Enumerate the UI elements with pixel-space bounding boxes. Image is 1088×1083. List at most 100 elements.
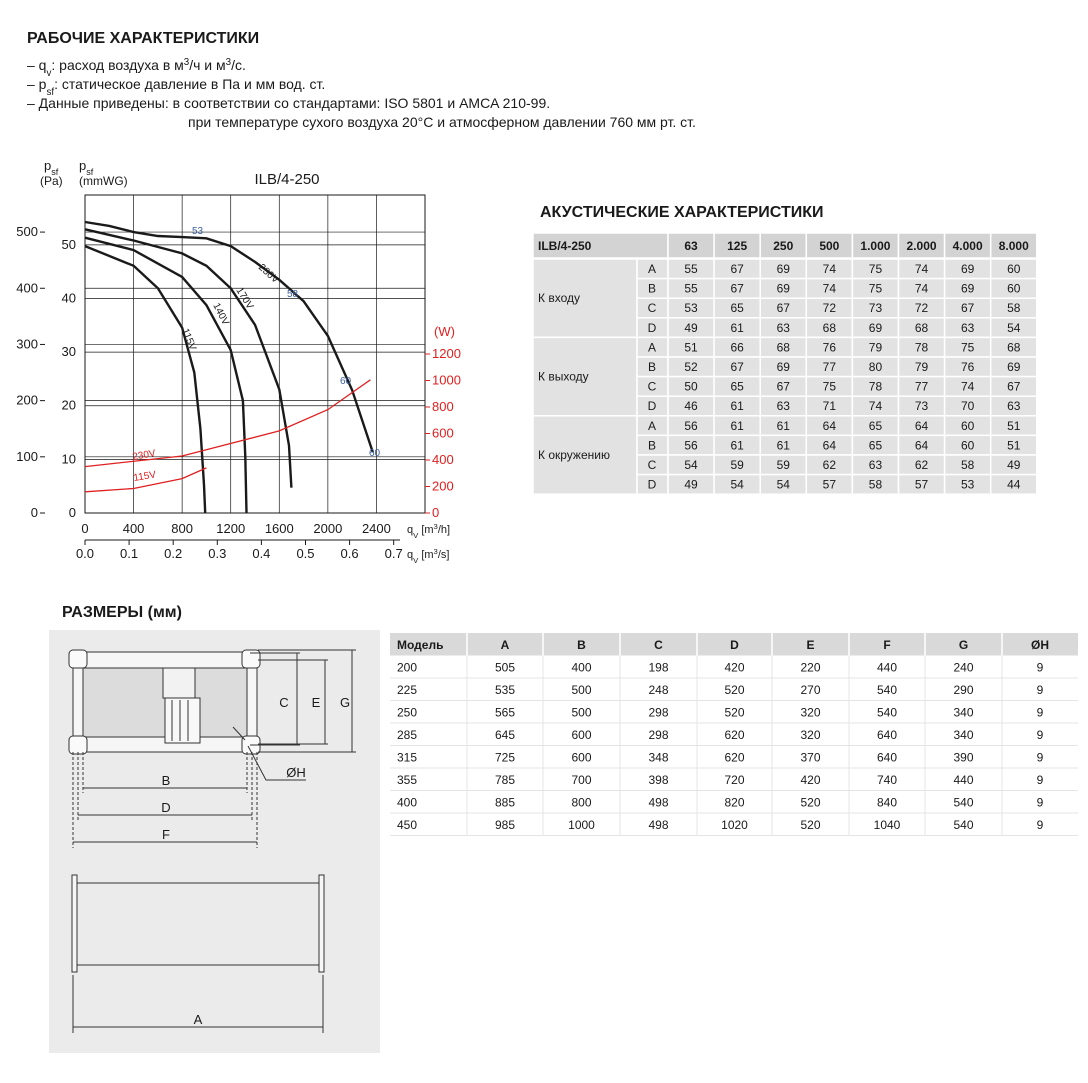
table-value: 340	[953, 706, 973, 720]
table-value: 9	[1037, 751, 1044, 765]
curve	[84, 236, 248, 514]
section-title: РАБОЧИЕ ХАРАКТЕРИСТИКИ	[27, 30, 259, 47]
table-value: 63	[777, 399, 791, 413]
annotation: 60	[369, 448, 381, 459]
table-value: 67	[777, 301, 791, 315]
text-run: /ч и м	[189, 57, 225, 73]
table-value: 46	[684, 399, 698, 413]
text-run: p	[44, 158, 51, 173]
y2-axis-label: (W)	[434, 324, 455, 339]
table-value: 54	[730, 478, 744, 492]
table-value: 64	[915, 419, 929, 433]
table-value: 70	[961, 399, 975, 413]
table-value: 620	[724, 728, 744, 742]
x2-tick-label: 0.5	[296, 546, 314, 561]
x2-tick-label: 0.6	[341, 546, 359, 561]
text-run: sf	[46, 87, 54, 98]
x-axis-label: qV [m3/h]	[407, 522, 450, 540]
table-header-row	[390, 633, 1078, 656]
dimensions-table: Модель A B C D E F G ØH 200 505 400 198 420 220 440 240 9…	[390, 633, 1078, 836]
dimension-label: ØH	[286, 765, 306, 780]
note-line: – qv: расход воздуха в м3/ч и м3/с.	[27, 57, 246, 79]
table-value: 320	[800, 706, 820, 720]
table-header: 500	[819, 239, 839, 253]
table-value: 63	[1007, 399, 1021, 413]
table-value: 840	[877, 796, 897, 810]
table-value: 520	[724, 683, 744, 697]
note-line: при температуре сухого воздуха 20°C и ат…	[188, 114, 696, 130]
table-value: 74	[869, 399, 883, 413]
table-value: 55	[684, 262, 698, 276]
table-value: 63	[869, 458, 883, 472]
table-header: F	[883, 638, 890, 652]
table-value: 725	[495, 751, 515, 765]
table-value: 68	[777, 340, 791, 354]
table-cell	[532, 336, 638, 417]
table-value: 320	[800, 728, 820, 742]
text-run: q	[407, 524, 413, 536]
table-value: 540	[877, 683, 897, 697]
table-value: 79	[869, 340, 883, 354]
table-cell	[532, 415, 638, 495]
table-value: 55	[684, 282, 698, 296]
table-value: 61	[777, 419, 791, 433]
dimension-label: E	[312, 695, 321, 710]
dimension-diagram	[49, 630, 380, 1053]
table-value: 58	[1007, 301, 1021, 315]
table-value: 77	[915, 380, 929, 394]
table-header: 8.000	[999, 239, 1029, 253]
table-value: 57	[915, 478, 929, 492]
table-value: 75	[961, 340, 975, 354]
y-tick-label: 0	[31, 505, 38, 520]
table-value: 74	[915, 262, 929, 276]
text-run: – q	[27, 57, 46, 73]
table-value: 498	[648, 818, 668, 832]
x-tick-label: 1600	[265, 521, 294, 536]
table-header: ØH	[1031, 638, 1049, 652]
table-value: 80	[869, 360, 883, 374]
text-run: 3	[434, 522, 438, 531]
text-run: q	[407, 549, 413, 561]
text-run: sf	[86, 167, 94, 177]
y3-tick-label: 10	[62, 451, 76, 466]
x-tick-label: 1200	[216, 521, 245, 536]
table-value: 450	[397, 818, 417, 832]
table-value: 51	[1007, 438, 1021, 452]
table-header: 125	[727, 239, 747, 253]
dimension-label: G	[340, 695, 350, 710]
text-run: V	[413, 531, 419, 540]
y2-tick-label: 400	[432, 452, 454, 467]
table-value: 72	[823, 301, 837, 315]
table-value: 76	[961, 360, 975, 374]
y3-tick-label: 20	[62, 398, 76, 413]
table-value: 298	[648, 706, 668, 720]
table-value: 75	[869, 282, 883, 296]
row-key: C	[648, 458, 657, 472]
y2-tick-label: 600	[432, 426, 454, 441]
row-key: B	[648, 360, 656, 374]
series-label: 230V	[132, 448, 157, 463]
note-line: – Данные приведены: в соответствии со ст…	[27, 95, 550, 111]
table-value: 1020	[721, 818, 748, 832]
table-value: 58	[869, 478, 883, 492]
x2-tick-label: 0.3	[208, 546, 226, 561]
table-value: 640	[877, 728, 897, 742]
text-run: 3	[226, 57, 232, 68]
table-value: 220	[800, 661, 820, 675]
x2-axis-label: qV [m3/s]	[407, 547, 449, 565]
annotation: 53	[192, 226, 204, 237]
table-value: 348	[648, 751, 668, 765]
x2-tick-label: 0.4	[252, 546, 270, 561]
y2-tick-label: 1200	[432, 346, 461, 361]
table-value: 79	[915, 360, 929, 374]
table-value: 63	[961, 321, 975, 335]
table-value: 62	[823, 458, 837, 472]
table-value: 61	[777, 438, 791, 452]
table-header: Модель	[397, 638, 443, 652]
text-run: – p	[27, 76, 47, 92]
table-value: 69	[777, 282, 791, 296]
y2-tick-label: 1000	[432, 373, 461, 388]
row-group-label: К выходу	[538, 370, 589, 384]
x-tick-label: 800	[171, 521, 193, 536]
